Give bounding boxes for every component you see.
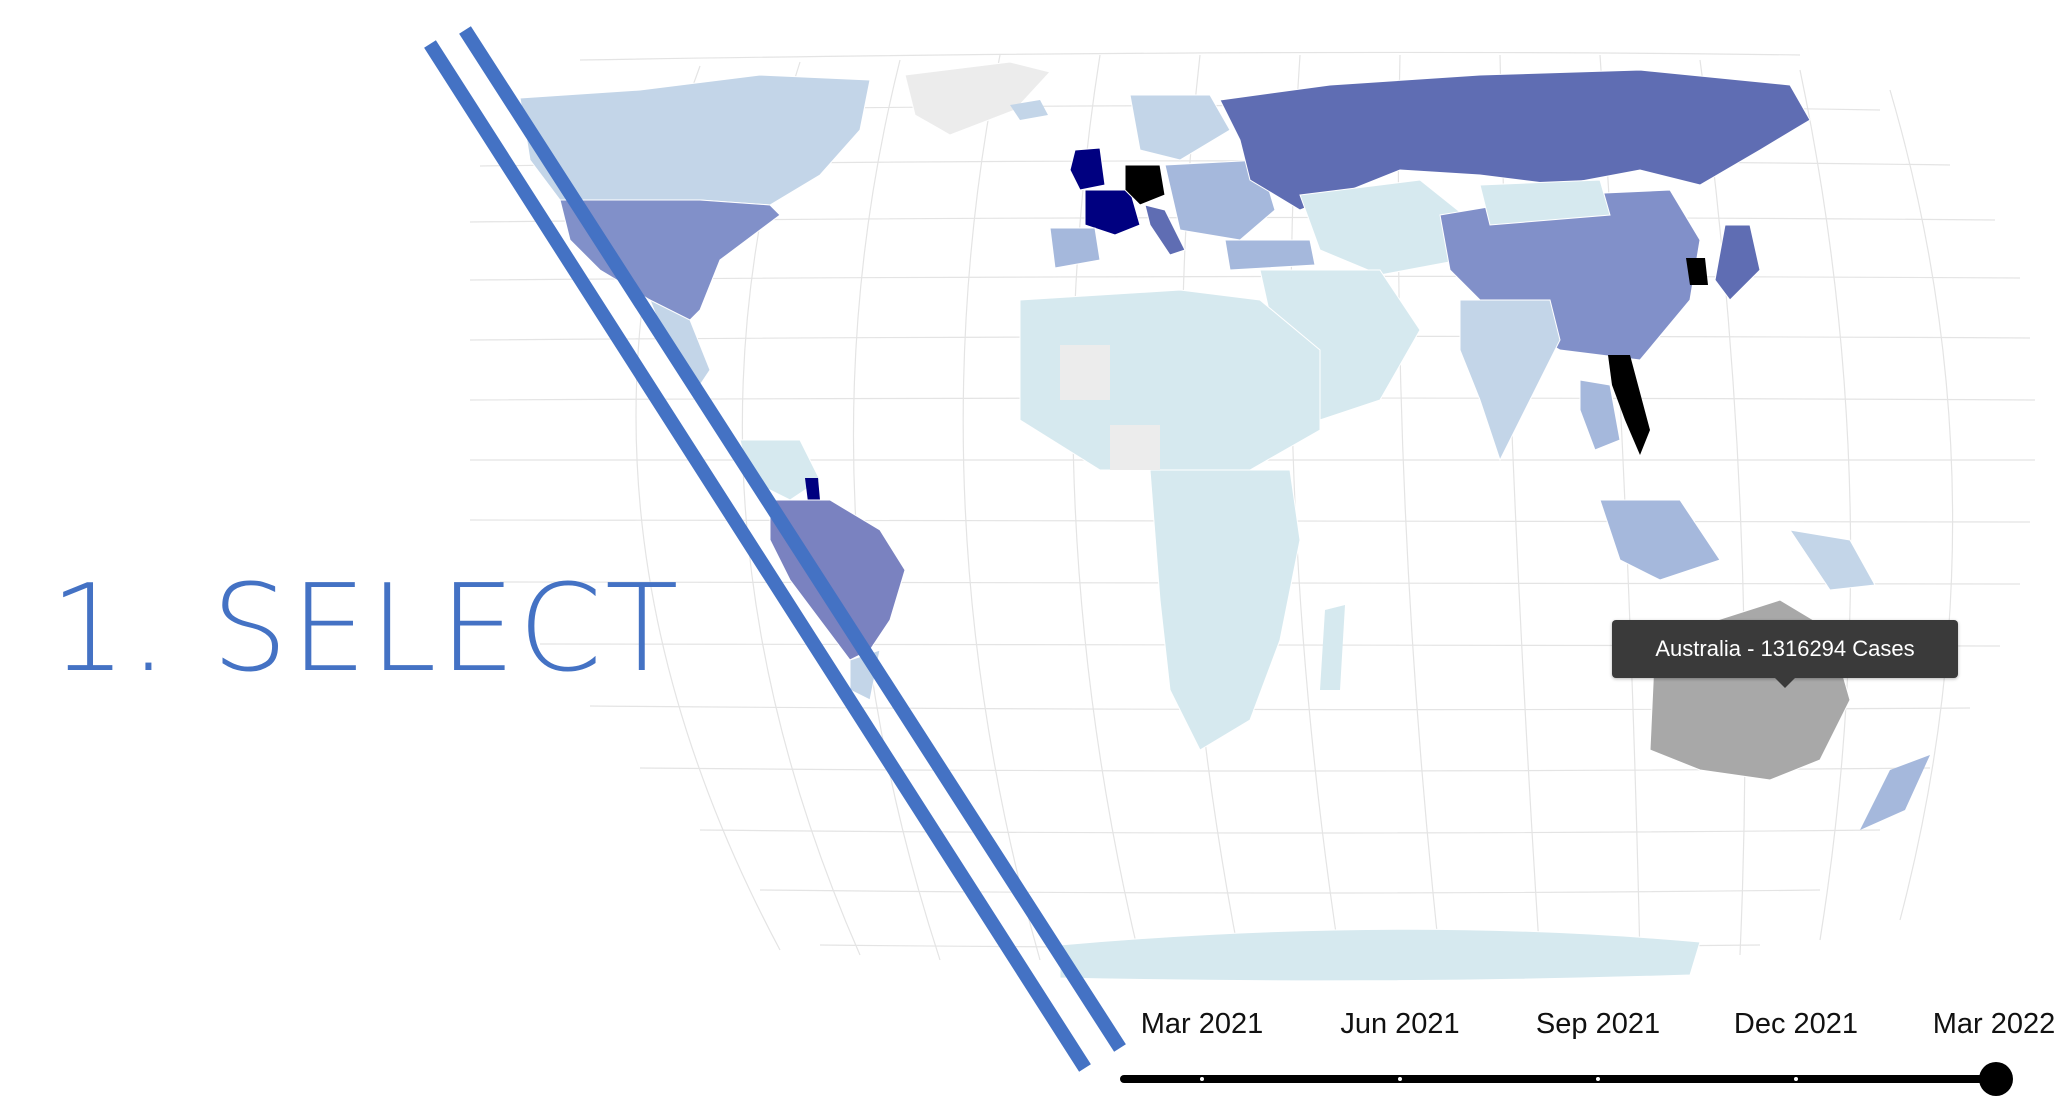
country-scandinavia <box>1129 94 1231 161</box>
country-france <box>1084 189 1141 236</box>
country-mongolia <box>1479 179 1611 226</box>
country-turkey <box>1224 239 1316 271</box>
country-africa-nodata-1 <box>1060 345 1110 400</box>
country-korea <box>1686 258 1708 285</box>
country-germany <box>1124 164 1166 206</box>
country-africa-south <box>1149 469 1301 751</box>
timeline-tick-mark <box>1794 1077 1798 1081</box>
country-africa-north <box>1019 289 1321 471</box>
country-uk <box>1069 147 1106 191</box>
country-usa <box>559 199 781 331</box>
country-papua <box>1788 529 1876 591</box>
timeline-track[interactable] <box>1120 1075 1996 1083</box>
country-iceland <box>1010 100 1048 120</box>
country-canada <box>519 74 871 206</box>
timeline-tick-label: Mar 2021 <box>1140 1008 1264 1040</box>
decorative-diagonal-stripes <box>424 26 1126 1072</box>
timeline-tick-label: Jun 2021 <box>1340 1008 1460 1040</box>
country-southeast-asia <box>1579 379 1621 451</box>
country-new-zealand <box>1860 755 1930 830</box>
timeline-tick-mark <box>1398 1077 1402 1081</box>
timeline-handle[interactable] <box>1979 1062 2013 1096</box>
country-eastern-europe <box>1164 159 1276 241</box>
country-africa-nodata-2 <box>1110 425 1160 470</box>
timeline-tick-label: Sep 2021 <box>1535 1008 1661 1040</box>
country-greenland <box>904 61 1051 136</box>
map-tooltip: Australia - 1316294 Cases <box>1612 620 1958 688</box>
slide-heading: 1. SELECT <box>50 560 682 699</box>
timeline-tick-mark <box>1200 1077 1204 1081</box>
country-italy <box>1144 204 1186 256</box>
country-spain <box>1049 227 1101 269</box>
country-indonesia <box>1599 499 1721 581</box>
country-russia <box>1219 69 1811 211</box>
country-india <box>1459 299 1561 462</box>
country-antarctica <box>1059 928 1701 982</box>
country-japan <box>1714 224 1761 301</box>
timeline-tick-label: Dec 2021 <box>1733 1008 1859 1040</box>
timeline-tick-label: Mar 2022 <box>1932 1008 2056 1040</box>
country-madagascar <box>1320 605 1345 690</box>
country-vietnam <box>1608 355 1650 455</box>
timeline-tick-mark <box>1596 1077 1600 1081</box>
country-french-guiana <box>805 478 820 502</box>
